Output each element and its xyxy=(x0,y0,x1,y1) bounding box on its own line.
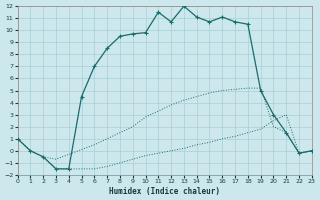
X-axis label: Humidex (Indice chaleur): Humidex (Indice chaleur) xyxy=(109,187,220,196)
